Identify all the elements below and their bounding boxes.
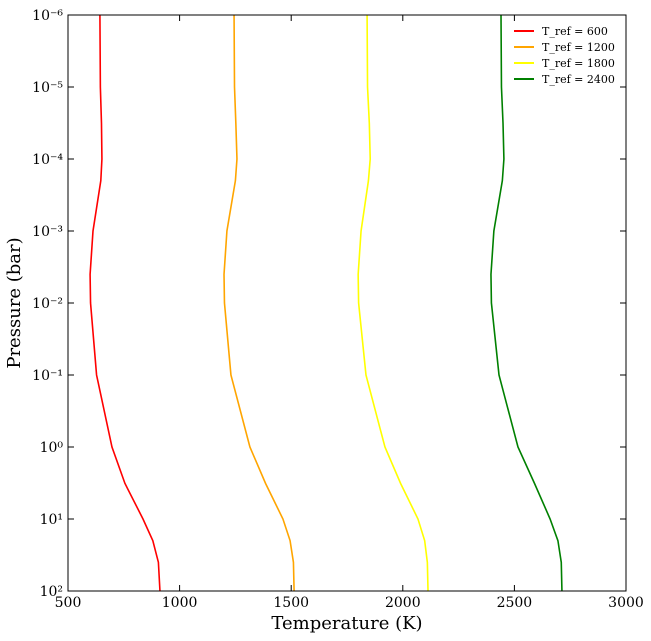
y-tick-label: 10⁻³	[32, 224, 63, 240]
y-tick-label: 10¹	[40, 512, 63, 528]
y-tick-label: 10²	[40, 584, 63, 600]
x-tick-label: 1000	[162, 595, 198, 611]
legend-label: T_ref = 600	[542, 25, 608, 38]
data-line	[223, 14, 295, 592]
plot-frame	[67, 14, 627, 592]
x-tick-label: 3000	[608, 595, 644, 611]
y-tick-label: 10⁻⁶	[32, 8, 63, 24]
y-tick-label: 10⁻¹	[32, 368, 63, 384]
x-axis-label: Temperature (K)	[271, 613, 422, 634]
y-tick-label: 10⁻⁴	[32, 152, 63, 168]
y-axis-label: Pressure (bar)	[4, 237, 25, 368]
y-tick-label: 10⁻⁵	[32, 80, 63, 96]
data-line	[490, 14, 563, 592]
x-tick-label: 2500	[497, 595, 533, 611]
x-tick-label: 1500	[273, 595, 309, 611]
y-tick-label: 10⁰	[40, 440, 64, 456]
x-tick-label: 500	[55, 595, 82, 611]
legend-label: T_ref = 2400	[542, 73, 615, 86]
legend-label: T_ref = 1800	[542, 57, 615, 70]
y-tick-label: 10⁻²	[32, 296, 63, 312]
data-line	[357, 14, 429, 592]
data-line	[89, 14, 161, 592]
legend-label: T_ref = 1200	[542, 41, 615, 54]
x-tick-label: 2000	[385, 595, 421, 611]
